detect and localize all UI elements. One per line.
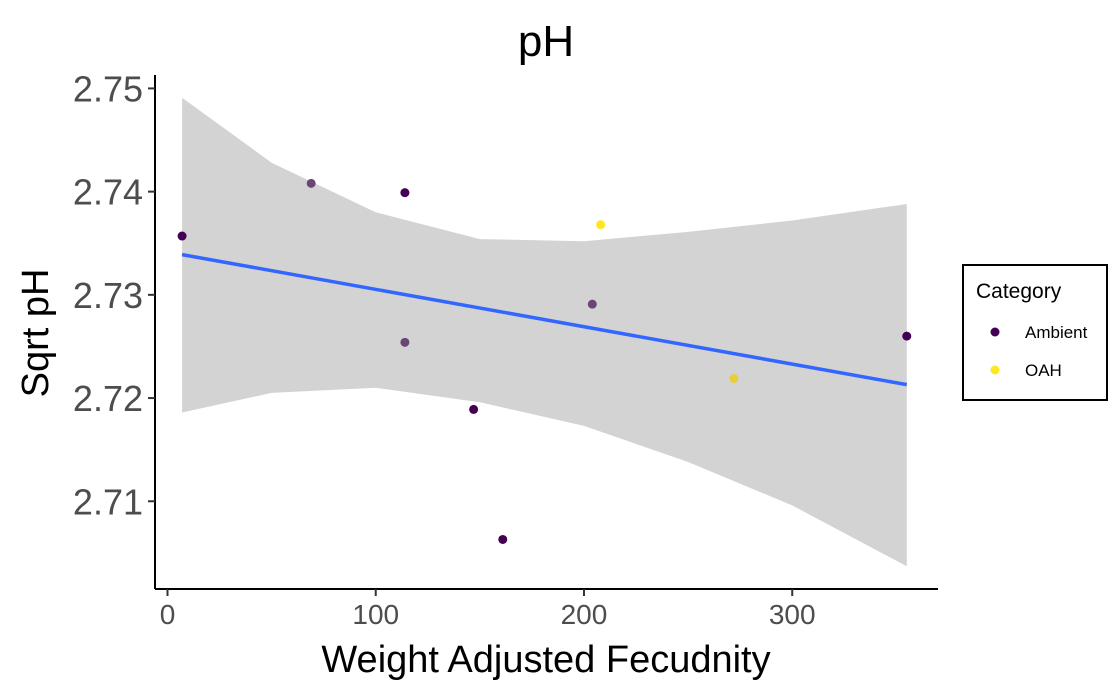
data-points-layer (177, 178, 912, 544)
legend-title: Category (976, 280, 1062, 303)
y-tick-label: 2.74 (73, 172, 143, 213)
legend-key (990, 365, 1000, 375)
data-point (902, 331, 912, 341)
legend-entries: Ambient OAH (990, 323, 1088, 380)
data-point (306, 178, 316, 188)
data-point (498, 534, 508, 544)
data-point (400, 188, 410, 198)
x-tick-label: 300 (769, 599, 816, 630)
x-ticks: 0 100 200 300 (160, 589, 816, 630)
y-axis-title: Sqrt pH (15, 269, 57, 398)
chart-title: pH (518, 17, 574, 66)
confidence-band-layer (182, 97, 907, 567)
axes (154, 75, 938, 590)
data-point (587, 299, 597, 309)
legend-label: OAH (1025, 361, 1062, 380)
legend-box (962, 264, 1108, 401)
y-ticks: 2.71 2.72 2.73 2.74 2.75 (73, 68, 155, 522)
y-tick-label: 2.73 (73, 275, 143, 316)
data-point (400, 337, 410, 347)
x-tick-label: 200 (561, 599, 608, 630)
data-point (177, 231, 187, 241)
legend-key (990, 327, 1000, 337)
legend-label: Ambient (1025, 323, 1088, 342)
data-point (469, 404, 479, 414)
legend: Category Ambient OAH (962, 264, 1108, 401)
trend-line (181, 252, 908, 387)
x-axis-title: Weight Adjusted Fecudnity (321, 639, 770, 681)
confidence-band (182, 97, 907, 567)
data-point (596, 220, 606, 230)
trend-line-layer (181, 252, 908, 387)
data-point (729, 373, 739, 383)
x-tick-label: 0 (160, 599, 176, 630)
y-tick-label: 2.75 (73, 68, 143, 109)
y-tick-label: 2.71 (73, 481, 143, 522)
y-tick-label: 2.72 (73, 378, 143, 419)
x-tick-label: 100 (352, 599, 399, 630)
